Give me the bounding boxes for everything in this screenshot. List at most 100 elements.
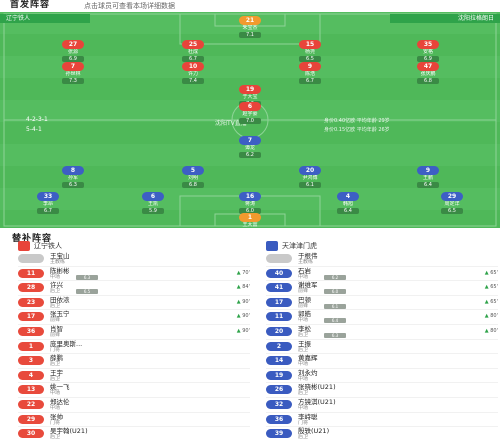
home-sub-row[interactable]: 3 薛鹏 后卫	[18, 354, 250, 369]
away-player-4[interactable]: 9 王鹏 6.4	[404, 166, 452, 194]
subs-away-list: 于根伟 主教练 40 石岩 中场 6.2 ▲ 65' 41 谢维军 前锋 6.0 ▲ 65' 17 巴顿前…	[266, 252, 498, 440]
sub-number-badge: 23	[18, 297, 44, 307]
sub-position: 后卫	[298, 331, 309, 338]
sub-position: 中场	[50, 390, 61, 397]
sub-number-badge: 36	[266, 414, 292, 424]
away-player-1[interactable]: 8 孙军 6.3	[49, 166, 97, 194]
player-name: 孙世林	[65, 71, 81, 77]
away-player-9[interactable]: 29 周定洋 6.5	[428, 192, 476, 220]
away-player-6[interactable]: 6 王凯 5.9	[129, 192, 177, 220]
home-sub-row[interactable]: 王宝山 主教练	[18, 252, 250, 267]
home-player-2[interactable]: 25 杜成 6.7	[169, 40, 217, 68]
sub-in-icon: ▲ 90'	[236, 298, 250, 305]
home-sub-row[interactable]: 17 张玉宁 前锋 ▲ 90'	[18, 310, 250, 325]
home-logo-icon	[18, 241, 30, 251]
player-name: 蒋涛	[244, 201, 255, 207]
away-player-3[interactable]: 20 尹鸿博 6.1	[286, 166, 334, 194]
home-player-0[interactable]: 21 朱宝杰 7.1	[226, 16, 274, 44]
home-sub-row[interactable]: 23 田依浓 后卫 ▲ 90'	[18, 296, 250, 311]
sub-number-badge: 19	[266, 370, 292, 380]
away-sub-row[interactable]: 19 刘永灼 中场	[266, 369, 498, 384]
away-sub-row[interactable]: 36 李峙聪 门将	[266, 413, 498, 428]
sub-position: 后卫	[50, 375, 61, 382]
home-sub-row[interactable]: 4 王宇 后卫	[18, 369, 250, 384]
away-sub-row[interactable]: 40 石岩 中场 6.2 ▲ 65'	[266, 267, 498, 282]
sub-number-badge: 20	[266, 326, 292, 336]
away-sub-row[interactable]: 39 殷轶(U21) 后卫	[266, 427, 498, 440]
away-sub-row[interactable]: 17 巴顿 前锋 6.1 ▲ 65'	[266, 296, 498, 311]
sub-position: 中场	[298, 361, 309, 368]
home-info: 身价0.40亿欧 平均年龄 29岁	[324, 118, 390, 124]
home-player-6[interactable]: 10 许力 7.4	[169, 62, 217, 90]
player-name: 王鹏	[422, 175, 433, 181]
player-name: 李昂	[42, 201, 53, 207]
home-player-5[interactable]: 7 孙世林 7.3	[49, 62, 97, 90]
subs-home-team-name: 辽宁铁人	[34, 242, 62, 250]
sub-in-icon: ▲ 70'	[236, 269, 250, 276]
home-player-8[interactable]: 47 张庆鹏 6.8	[404, 62, 452, 90]
player-name: 许力	[187, 71, 198, 77]
sub-name: 吴宇翰(U21)	[50, 427, 88, 436]
player-rating: 6.8	[417, 78, 439, 84]
player-rating: 6.2	[239, 152, 261, 158]
player-rating: 6.9	[62, 56, 84, 62]
sub-position: 后卫	[298, 434, 309, 440]
sub-number-badge: 26	[266, 385, 292, 395]
away-sub-row[interactable]: 41 谢维军 前锋 6.0 ▲ 65'	[266, 281, 498, 296]
sub-number-badge: 29	[18, 414, 44, 424]
away-player-0[interactable]: 7 谭龙 6.2	[226, 136, 274, 164]
sub-name: 王宝山	[50, 252, 70, 260]
sub-position: 后卫	[298, 390, 309, 397]
home-player-4[interactable]: 35 安格 6.9	[404, 40, 452, 68]
subs-home-team: 辽宁铁人	[18, 240, 62, 252]
sub-number-badge	[266, 254, 292, 263]
away-sub-row[interactable]: 20 李松 后卫 6.3 ▲ 80'	[266, 325, 498, 340]
home-sub-row[interactable]: 28 许兴 后卫 6.5 ▲ 84'	[18, 281, 250, 296]
sub-number-badge: 2	[266, 341, 292, 351]
player-name: 杜成	[187, 49, 198, 55]
sub-name: 郑达伦	[50, 397, 70, 406]
sub-rating: 6.0	[324, 289, 346, 295]
sub-name: 李峙聪	[298, 412, 318, 421]
subs-home-list: 王宝山 主教练 11 陈彬彬 中场 6.3 ▲ 70' 28 许兴 后卫 6.5 ▲ 84' 23 田依浓…	[18, 252, 250, 440]
away-sub-row[interactable]: 14 黄嘉辉 中场	[266, 354, 498, 369]
sub-rating: 6.3	[324, 332, 346, 338]
home-sub-row[interactable]: 29 张帅 门将	[18, 413, 250, 428]
sub-number-badge: 32	[266, 399, 292, 409]
player-rating: 6.3	[62, 182, 84, 188]
home-player-1[interactable]: 27 张源 6.9	[49, 40, 97, 68]
player-name: 王大雷	[242, 222, 258, 228]
player-number: 9	[417, 166, 439, 175]
away-player-8[interactable]: 4 韩旭 6.4	[324, 192, 372, 220]
player-rating: 7.3	[62, 78, 84, 84]
player-number: 47	[417, 62, 439, 71]
home-sub-row[interactable]: 1 庞里奥斯... 门将	[18, 340, 250, 355]
sub-number-badge: 14	[266, 356, 292, 366]
sub-in-icon: ▲ 65'	[484, 269, 498, 276]
home-sub-row[interactable]: 30 吴宇翰(U21) 后卫	[18, 427, 250, 440]
sub-number-badge: 13	[18, 385, 44, 395]
player-rating: 6.8	[182, 182, 204, 188]
home-sub-row[interactable]: 11 陈彬彬 中场 6.3 ▲ 70'	[18, 267, 250, 282]
player-name: 王凯	[147, 201, 158, 207]
home-sub-row[interactable]: 36 肖智 前锋 ▲ 90'	[18, 325, 250, 340]
pitch: 辽宁铁人 沈阳拉格朗日 4-2-3-1 5-4-1 身价0.40亿欧 平均年龄 …	[0, 12, 500, 228]
sub-rating: 6.3	[76, 274, 98, 280]
away-sub-row[interactable]: 于根伟 主教练	[266, 252, 498, 267]
away-player-5[interactable]: 33 李昂 6.7	[24, 192, 72, 220]
away-sub-row[interactable]: 32 方镜淇(U21) 中场	[266, 398, 498, 413]
home-player-10[interactable]: 6 赵宇豪 7.0	[226, 102, 274, 130]
away-player-7[interactable]: 16 蒋涛 6.0	[226, 192, 274, 220]
home-sub-row[interactable]: 22 郑达伦 中场	[18, 398, 250, 413]
away-sub-row[interactable]: 2 王振 后卫	[266, 340, 498, 355]
home-sub-row[interactable]: 13 姚一飞 中场	[18, 383, 250, 398]
player-number: 7	[239, 136, 261, 145]
away-sub-row[interactable]: 11 郭皓 中场 6.4 ▲ 80'	[266, 310, 498, 325]
home-player-7[interactable]: 9 陈浩 6.7	[286, 62, 334, 90]
away-player-10[interactable]: 1王大雷6.6	[226, 213, 274, 228]
away-player-2[interactable]: 5 刘明 6.8	[169, 166, 217, 194]
player-rating: 6.9	[417, 56, 439, 62]
away-sub-row[interactable]: 26 张晓彬(U21) 后卫	[266, 383, 498, 398]
home-player-3[interactable]: 15 杨尧 6.5	[286, 40, 334, 68]
